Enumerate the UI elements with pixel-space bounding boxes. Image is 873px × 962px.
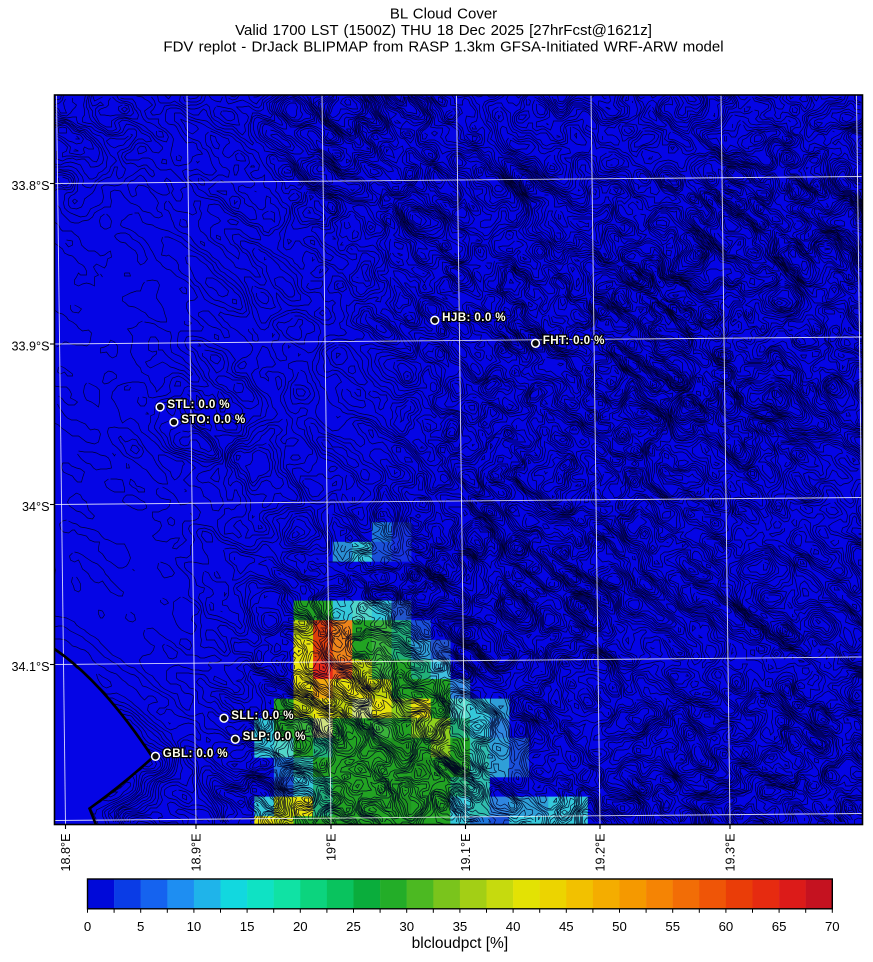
svg-text:0: 0 — [84, 919, 91, 934]
svg-text:STO: 0.0 %: STO: 0.0 % — [181, 413, 245, 426]
svg-text:40: 40 — [506, 919, 521, 934]
svg-text:SLL: 0.0 %: SLL: 0.0 % — [231, 709, 294, 722]
svg-text:33.9°S: 33.9°S — [12, 339, 50, 353]
svg-text:18.8°E: 18.8°E — [59, 834, 73, 872]
svg-text:FDV replot - DrJack BLIPMAP fr: FDV replot - DrJack BLIPMAP from RASP 1.… — [163, 38, 723, 55]
svg-text:BL Cloud Cover: BL Cloud Cover — [390, 5, 497, 22]
svg-text:19°E: 19°E — [325, 834, 339, 861]
svg-text:18.9°E: 18.9°E — [190, 834, 204, 872]
svg-text:25: 25 — [346, 919, 361, 934]
svg-text:45: 45 — [559, 919, 574, 934]
svg-text:HJB: 0.0 %: HJB: 0.0 % — [442, 311, 506, 324]
svg-text:5: 5 — [137, 919, 144, 934]
svg-text:20: 20 — [293, 919, 308, 934]
svg-text:STL: 0.0 %: STL: 0.0 % — [167, 398, 230, 411]
svg-text:30: 30 — [399, 919, 414, 934]
svg-text:34°S: 34°S — [22, 500, 49, 514]
svg-text:70: 70 — [825, 919, 840, 934]
svg-text:10: 10 — [187, 919, 202, 934]
svg-text:15: 15 — [240, 919, 255, 934]
svg-text:19.2°E: 19.2°E — [594, 834, 608, 872]
svg-text:FHT: 0.0 %: FHT: 0.0 % — [543, 334, 605, 347]
svg-text:55: 55 — [665, 919, 680, 934]
svg-text:Valid 1700 LST (1500Z) THU 18: Valid 1700 LST (1500Z) THU 18 Dec 2025 [… — [235, 22, 652, 39]
svg-text:35: 35 — [453, 919, 468, 934]
svg-text:65: 65 — [772, 919, 787, 934]
svg-text:blcloudpct [%]: blcloudpct [%] — [412, 935, 509, 952]
svg-text:34.1°S: 34.1°S — [12, 660, 50, 674]
svg-text:33.8°S: 33.8°S — [12, 179, 50, 193]
svg-text:60: 60 — [719, 919, 734, 934]
svg-text:GBL: 0.0 %: GBL: 0.0 % — [163, 747, 228, 760]
svg-text:19.3°E: 19.3°E — [724, 834, 738, 872]
svg-text:19.1°E: 19.1°E — [459, 834, 473, 872]
svg-text:SLP: 0.0 %: SLP: 0.0 % — [243, 730, 306, 743]
svg-text:50: 50 — [612, 919, 627, 934]
